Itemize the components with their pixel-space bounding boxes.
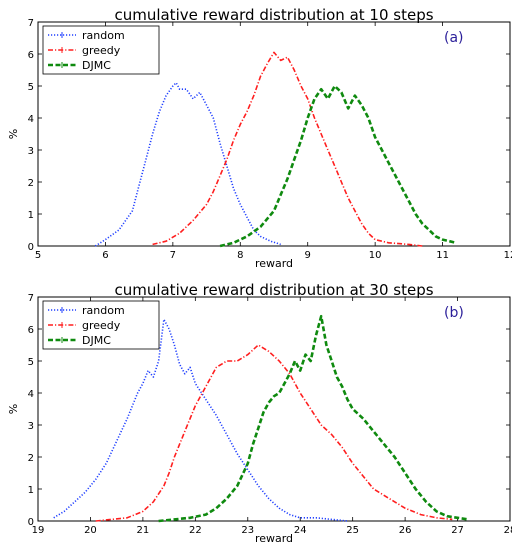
legend-label: random [82,304,125,317]
x-tick-label: 28 [504,525,512,536]
y-tick-label: 7 [28,293,34,304]
y-tick-label: 4 [28,389,34,400]
x-tick-label: 24 [294,525,307,536]
y-tick-label: 1 [28,210,34,221]
chart-panel: cumulative reward distribution at 10 ste… [7,6,512,270]
series-line-random [53,318,348,522]
y-tick-label: 6 [28,50,34,61]
legend: random greedy DJMC [42,300,160,350]
legend-label: DJMC [82,59,111,72]
series-line-greedy [95,344,453,522]
x-tick-label: 26 [399,525,412,536]
series-line-random [94,82,281,247]
x-tick-label: 9 [305,250,311,261]
legend-label: greedy [82,44,121,57]
x-tick-label: 23 [241,525,254,536]
x-tick-label: 8 [237,250,243,261]
y-tick-label: 3 [28,421,34,432]
legend-label: greedy [82,319,121,332]
x-tick-label: 19 [32,525,45,536]
panel-annotation: (b) [444,305,464,321]
plot-frame [37,21,511,247]
series-line-greedy [152,51,423,247]
x-tick-label: 21 [137,525,150,536]
y-tick-label: 2 [28,178,34,189]
y-tick-label: 0 [28,242,34,253]
x-tick-label: 27 [451,525,464,536]
x-tick-label: 10 [369,250,382,261]
y-tick-label: 5 [28,82,34,93]
x-tick-label: 11 [436,250,449,261]
y-tick-label: 4 [28,114,34,125]
chart-title: cumulative reward distribution at 10 ste… [114,6,433,24]
x-axis-label: reward [255,532,293,542]
legend-label: DJMC [82,334,111,347]
plot-frame [37,296,511,522]
chart-title: cumulative reward distribution at 30 ste… [114,281,433,299]
x-tick-label: 12 [504,250,512,261]
y-tick-label: 3 [28,146,34,157]
x-tick-label: 5 [35,250,41,261]
series-line-djmc [219,84,457,248]
series-line-djmc [158,314,469,523]
x-tick-label: 25 [346,525,359,536]
x-tick-label: 6 [102,250,108,261]
x-axis-label: reward [255,257,293,270]
y-tick-label: 7 [28,18,34,29]
x-tick-label: 20 [84,525,97,536]
y-axis-label: % [7,404,20,414]
y-tick-label: 1 [28,485,34,496]
y-tick-label: 0 [28,517,34,528]
chart-panel: cumulative reward distribution at 30 ste… [7,281,512,542]
legend-label: random [82,29,125,42]
y-tick-label: 6 [28,325,34,336]
x-tick-label: 22 [189,525,202,536]
y-tick-label: 2 [28,453,34,464]
x-tick-label: 7 [170,250,176,261]
panel-annotation: (a) [444,30,464,46]
legend: random greedy DJMC [42,25,160,75]
y-tick-label: 5 [28,357,34,368]
y-axis-label: % [7,129,20,139]
